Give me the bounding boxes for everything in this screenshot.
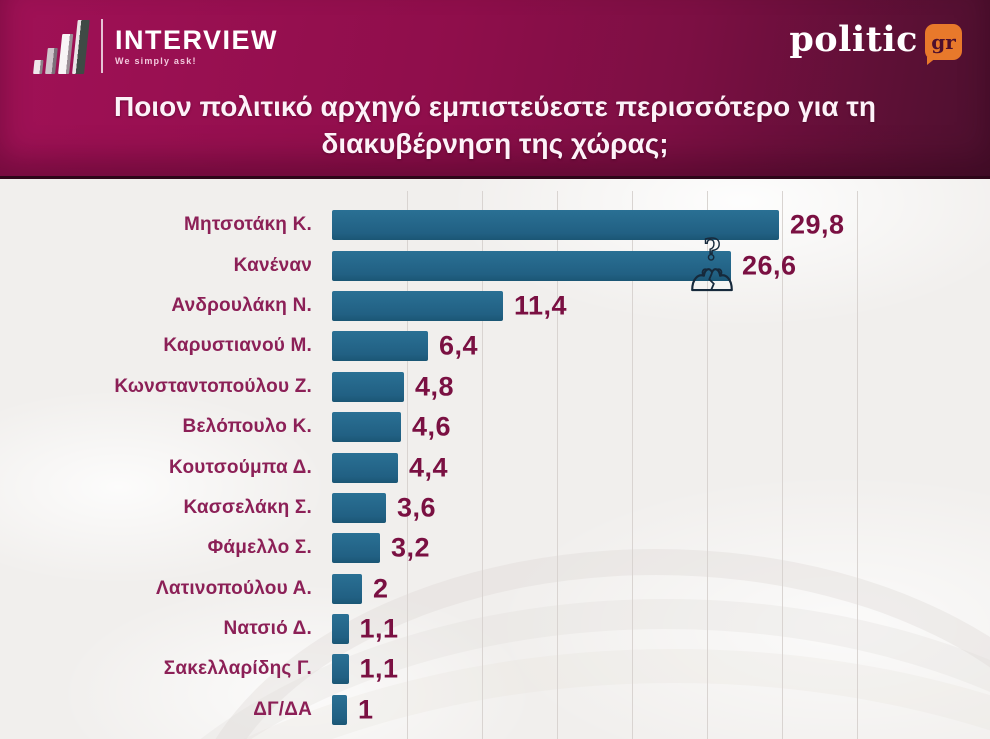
title-line-1: Ποιον πολιτικό αρχηγό εμπιστεύεστε περισ… bbox=[113, 91, 876, 122]
category-label: Ανδρουλάκη Ν. bbox=[171, 294, 312, 316]
bar bbox=[332, 573, 362, 604]
bar bbox=[332, 412, 401, 443]
chart-row: Κουτσούμπα Δ. 4,4 bbox=[0, 447, 990, 487]
gridlines bbox=[332, 191, 990, 739]
value-label: 4,4 bbox=[409, 452, 449, 483]
gr-badge-text: gr bbox=[931, 30, 956, 54]
bar bbox=[332, 533, 380, 564]
value-label: 1,1 bbox=[359, 653, 399, 684]
bar-track: 11,4 bbox=[332, 290, 990, 321]
value-label: 2 bbox=[373, 573, 389, 604]
category-label: Λατινοπούλου Α. bbox=[155, 577, 312, 599]
bar bbox=[332, 250, 731, 281]
chart-rows: Μητσοτάκη Κ. 29,8 Κανέναν 26,6? Ανδρουλάκη Ν… bbox=[0, 205, 990, 730]
chart-row: Μητσοτάκη Κ. 29,8 bbox=[0, 205, 990, 245]
bar-track: 4,4 bbox=[332, 452, 990, 483]
interview-logo: INTERVIEW We simply ask! bbox=[33, 14, 279, 78]
value-label: 4,6 bbox=[412, 411, 452, 442]
bar-track: 1,1 bbox=[332, 613, 990, 645]
bar bbox=[332, 290, 503, 321]
chart-row: Κασσελάκη Σ. 3,6 bbox=[0, 488, 990, 528]
bar bbox=[332, 694, 347, 725]
bar-chart: Μητσοτάκη Κ. 29,8 Κανέναν 26,6? Ανδρουλάκη Ν… bbox=[0, 191, 990, 739]
bar-track: 3,2 bbox=[332, 532, 990, 564]
politic-gr-logo: politic gr bbox=[789, 18, 962, 65]
value-label: 3,6 bbox=[397, 492, 437, 523]
chart-row: Κανέναν 26,6? bbox=[0, 231, 990, 291]
logo-divider bbox=[101, 19, 103, 73]
category-label: Κασσελάκη Σ. bbox=[183, 496, 312, 518]
bar bbox=[332, 492, 386, 523]
brand-tagline: We simply ask! bbox=[115, 55, 197, 66]
category-label: Κωνσταντοπούλου Ζ. bbox=[114, 375, 312, 397]
value-label: 29,8 bbox=[790, 209, 845, 240]
value-label: 4,8 bbox=[415, 371, 455, 402]
chart-row: Κωνσταντοπούλου Ζ. 4,8 bbox=[0, 367, 990, 407]
chart-row: Φάμελλο Σ. 3,2 bbox=[0, 528, 990, 568]
chart-content: Μητσοτάκη Κ. 29,8 Κανέναν 26,6? Ανδρουλάκη Ν… bbox=[0, 179, 990, 739]
value-label: 26,6 bbox=[742, 250, 797, 281]
bar-track: 2 bbox=[332, 573, 990, 604]
bar bbox=[332, 210, 779, 241]
category-label: Κουτσούμπα Δ. bbox=[169, 456, 312, 478]
svg-text:?: ? bbox=[704, 236, 721, 267]
gridline bbox=[407, 191, 408, 739]
bar bbox=[332, 371, 404, 402]
chart-row: Νατσιό Δ. 1,1 bbox=[0, 609, 990, 649]
bar-track: 4,8 bbox=[332, 371, 990, 402]
category-label: Καρυστιανού Μ. bbox=[163, 335, 312, 357]
gridline bbox=[782, 191, 783, 739]
bar bbox=[332, 452, 398, 483]
category-label: Μητσοτάκη Κ. bbox=[184, 214, 312, 236]
bar-track: 26,6? bbox=[332, 231, 990, 291]
bar-track: 29,8 bbox=[332, 209, 990, 241]
rising-bars-icon bbox=[33, 18, 90, 74]
bar-track: 1,1 bbox=[332, 653, 990, 685]
category-label: Σακελλαρίδης Γ. bbox=[163, 658, 312, 680]
value-label: 1,1 bbox=[359, 613, 399, 644]
value-label: 1 bbox=[358, 694, 374, 725]
site-name: politic bbox=[789, 18, 918, 60]
chart-row: Βελόπουλο Κ. 4,6 bbox=[0, 407, 990, 447]
category-label: Κανέναν bbox=[233, 254, 312, 276]
bar bbox=[332, 614, 349, 645]
category-label: Νατσιό Δ. bbox=[223, 618, 312, 640]
chart-row: Καρυστιανού Μ. 6,4 bbox=[0, 326, 990, 366]
category-label: Φάμελλο Σ. bbox=[207, 537, 312, 559]
chart-row: ΔΓ/ΔΑ 1 bbox=[0, 690, 990, 730]
bar-track: 3,6 bbox=[332, 492, 990, 523]
poll-question-title: Ποιον πολιτικό αρχηγό εμπιστεύεστε περισ… bbox=[0, 88, 990, 162]
gridline bbox=[557, 191, 558, 739]
gr-badge: gr bbox=[925, 24, 962, 65]
value-label: 3,2 bbox=[391, 532, 431, 563]
gridline bbox=[632, 191, 633, 739]
chart-row: Ανδρουλάκη Ν. 11,4 bbox=[0, 286, 990, 326]
category-label: Βελόπουλο Κ. bbox=[182, 416, 312, 438]
bar bbox=[332, 331, 428, 362]
brand-name: INTERVIEW bbox=[115, 24, 279, 55]
bar bbox=[332, 654, 349, 685]
gridline bbox=[707, 191, 708, 739]
unknown-person-question-icon: ? bbox=[685, 231, 739, 297]
value-label: 11,4 bbox=[514, 290, 568, 321]
value-label: 6,4 bbox=[439, 330, 479, 361]
header-banner: INTERVIEW We simply ask! politic gr Ποιο… bbox=[0, 0, 990, 179]
bar-track: 1 bbox=[332, 694, 990, 725]
chart-row: Λατινοπούλου Α. 2 bbox=[0, 569, 990, 609]
category-label: ΔΓ/ΔΑ bbox=[253, 698, 312, 720]
gridline bbox=[482, 191, 483, 739]
gridline bbox=[857, 191, 858, 739]
bar-track: 4,6 bbox=[332, 411, 990, 443]
chart-row: Σακελλαρίδης Γ. 1,1 bbox=[0, 649, 990, 689]
bar-track: 6,4 bbox=[332, 330, 990, 362]
title-line-2: διακυβέρνηση της χώρας; bbox=[321, 128, 669, 159]
